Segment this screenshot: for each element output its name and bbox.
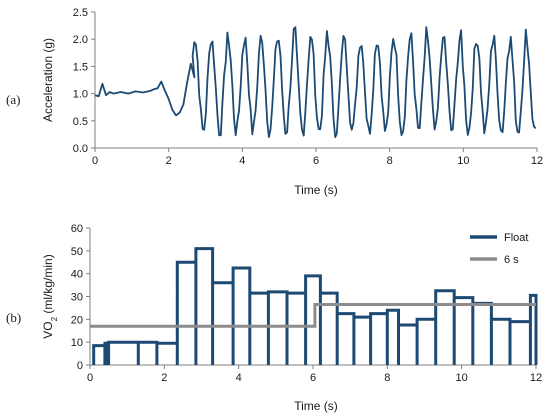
panel-b-plot-area	[90, 247, 538, 365]
panel-b-x-tick-label: 8	[384, 372, 390, 384]
panel-a-y-tick-label: 2.5	[73, 7, 88, 19]
panel-b-y-tick-label: 30	[71, 292, 83, 304]
panel-a-axes: 0 2 4 6 8 10 12 0.0 0.5 1.0 1.5 2.0 2.5	[73, 7, 543, 167]
panel-a-y-tick-label: 1.0	[73, 89, 88, 101]
panel-a-y-axis-label: Acceleration (g)	[41, 38, 55, 122]
panel-a-plot-area	[94, 26, 537, 138]
panel-b-y-tick-label: 0	[77, 360, 83, 372]
panel-a-x-tick-label: 4	[239, 155, 245, 167]
panel-b-x-tick-label: 10	[456, 372, 468, 384]
panel-a-y-tick-label: 0.5	[73, 116, 88, 128]
panel-a-x-tick-label: 10	[457, 155, 469, 167]
panel-b-x-tick-label: 4	[236, 372, 242, 384]
panel-b-y-tick-label: 60	[71, 223, 83, 235]
panel-b-vo2-chart: (b) VO2 (ml/kg/min) Time (s) 0 2 4 6 8 10 12 0 1…	[6, 223, 542, 413]
panel-a-x-tick-label: 2	[166, 155, 172, 167]
panel-b-x-tick-label: 12	[530, 372, 542, 384]
panel-a-y-tick-label: 2.0	[73, 34, 88, 46]
panel-b-float-series	[92, 247, 538, 365]
panel-b-x-axis-label: Time (s)	[294, 399, 338, 413]
panel-a-x-tick-label: 0	[92, 155, 98, 167]
panel-a-label: (a)	[6, 92, 20, 107]
panel-b-legend: Float 6 s	[470, 232, 528, 266]
panel-a-x-tick-label: 6	[313, 155, 319, 167]
panel-b-axes: 0 2 4 6 8 10 12 0 10 20 30 40 50 60	[71, 223, 542, 384]
panel-a-x-axis-label: Time (s)	[294, 183, 338, 197]
panel-a-acceleration-line	[94, 26, 537, 138]
panel-b-x-tick-label: 6	[310, 372, 316, 384]
panel-b-x-tick-label: 0	[87, 372, 93, 384]
panel-b-y-tick-label: 50	[71, 246, 83, 258]
panel-b-y-tick-label: 40	[71, 269, 83, 281]
panel-a-acceleration-chart: (a) Acceleration (g) Time (s) 0 2 4 6 8 10 120…	[6, 7, 543, 197]
panel-b-label: (b)	[6, 310, 21, 325]
panel-b-y-axis-label: VO2 (ml/kg/min)	[41, 254, 59, 338]
panel-b-y-tick-label: 10	[71, 337, 83, 349]
legend-label: 6 s	[504, 254, 519, 266]
panel-a-y-tick-label: 0.0	[73, 143, 88, 155]
panel-a-y-tick-label: 1.5	[73, 61, 88, 73]
panel-b-x-tick-label: 2	[161, 372, 167, 384]
panel-b-y-tick-label: 20	[71, 314, 83, 326]
panel-a-x-tick-label: 8	[387, 155, 393, 167]
panel-b-6s-series	[90, 303, 536, 328]
legend-label: Float	[504, 232, 528, 244]
panel-a-x-tick-label: 12	[531, 155, 543, 167]
